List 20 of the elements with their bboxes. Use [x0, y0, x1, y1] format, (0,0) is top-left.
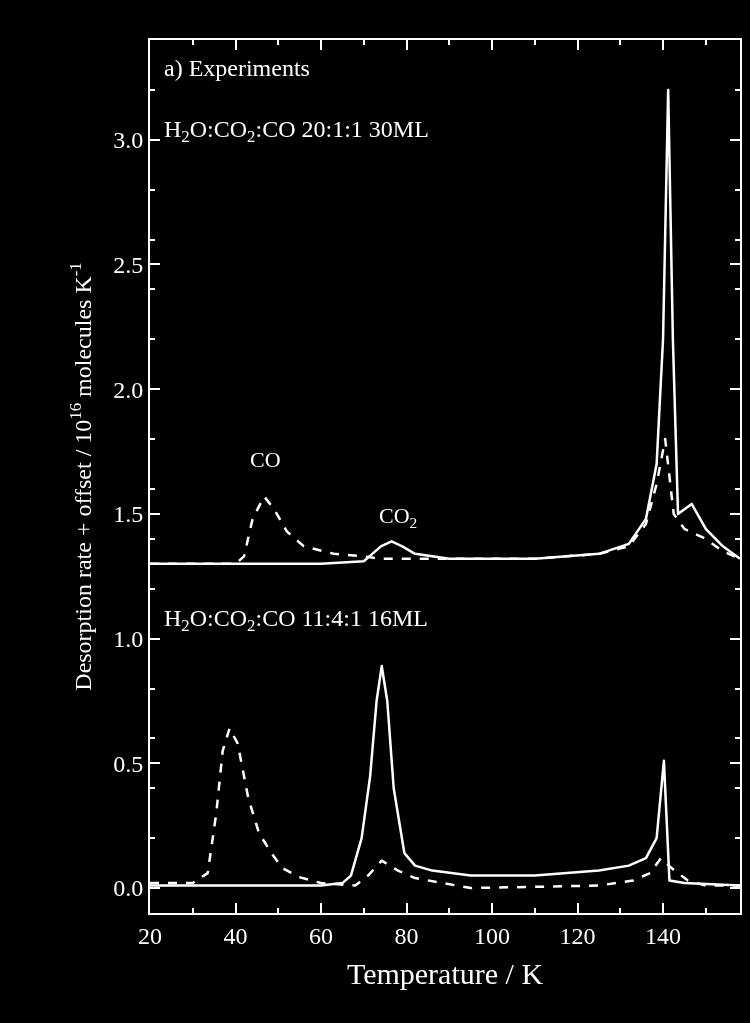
y-tick-label: 2.5: [113, 251, 144, 278]
x-axis-title: Temperature / K: [346, 956, 544, 990]
annotation: a) Experiments: [164, 55, 310, 81]
x-tick-label: 140: [645, 922, 682, 949]
annotation: H$_{2}$O:CO$_{2}$:CO 20:1:1 30ML: [164, 116, 429, 147]
annotation: H$_{2}$O:CO$_{2}$:CO 11:4:1 16ML: [164, 605, 428, 636]
x-tick-label: 100: [474, 922, 511, 949]
y-tick-label: 3.0: [113, 127, 144, 154]
x-tick-label: 80: [394, 922, 419, 949]
y-tick-label: 0.5: [113, 750, 144, 777]
y-tick-label: 2.0: [113, 376, 144, 403]
annotation: CO: [250, 447, 281, 472]
x-tick-label: 120: [559, 922, 596, 949]
x-tick-label: 60: [309, 922, 334, 949]
annotation: CO$_{2}$: [379, 503, 418, 531]
x-tick-label: 40: [223, 922, 248, 949]
y-tick-label: 0.0: [113, 875, 144, 902]
y-tick-label: 1.5: [113, 501, 144, 528]
y-tick-label: 1.0: [113, 626, 144, 653]
x-tick-label: 20: [138, 922, 162, 949]
